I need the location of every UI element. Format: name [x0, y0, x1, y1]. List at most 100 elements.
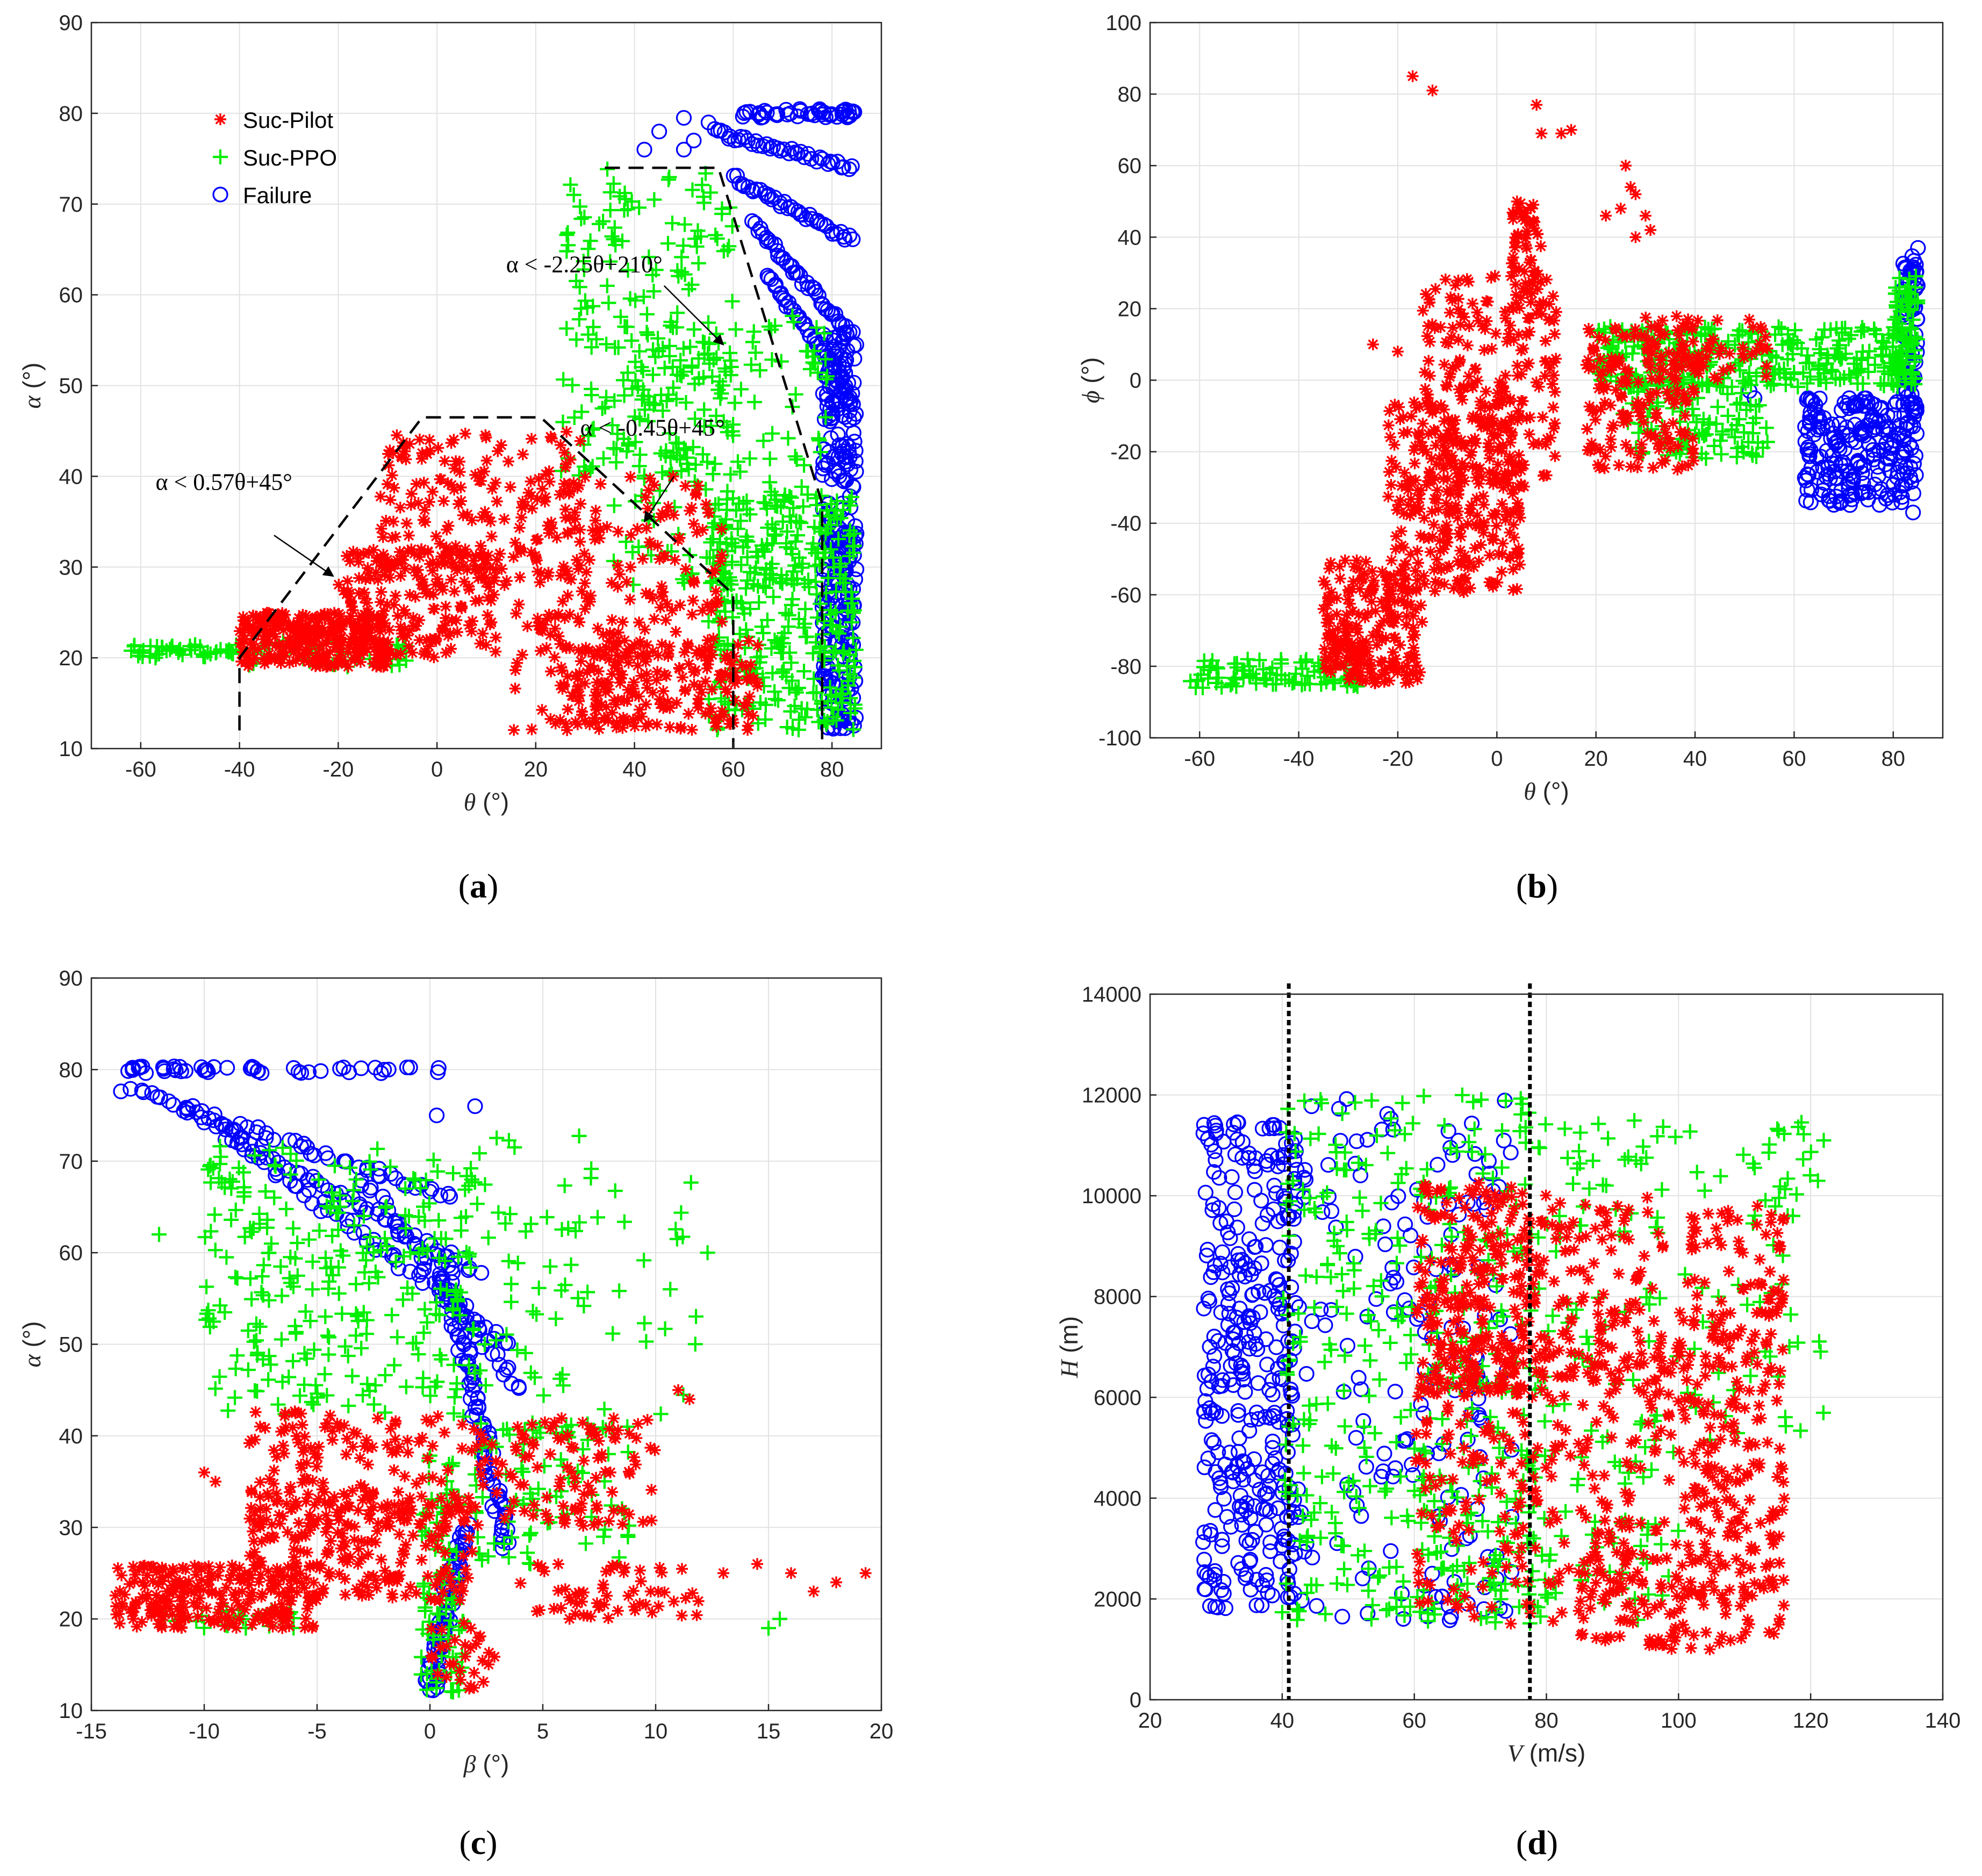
point-suc-pilot	[568, 477, 580, 489]
point-suc-ppo	[249, 1333, 264, 1348]
point-failure	[753, 110, 769, 126]
point-suc-ppo	[573, 301, 589, 317]
point-suc-ppo	[419, 1314, 435, 1330]
point-suc-pilot	[1457, 586, 1470, 598]
point-suc-pilot	[398, 604, 410, 616]
point-failure	[1855, 475, 1871, 492]
legend-marker-asterisk	[214, 113, 226, 125]
point-suc-ppo	[655, 465, 670, 480]
point-suc-ppo	[663, 318, 678, 333]
point-suc-pilot	[614, 568, 626, 580]
point-suc-pilot	[1485, 271, 1497, 284]
point-suc-ppo	[1873, 347, 1889, 363]
point-suc-pilot	[574, 523, 586, 536]
point-suc-pilot	[1581, 423, 1593, 435]
point-failure	[1804, 393, 1820, 409]
point-suc-ppo	[348, 1276, 364, 1292]
point-suc-pilot	[358, 586, 370, 599]
point-failure	[1813, 486, 1829, 502]
point-suc-pilot	[1409, 629, 1421, 641]
point-suc-pilot	[475, 540, 487, 552]
point-suc-pilot	[1360, 556, 1372, 568]
point-suc-ppo	[285, 1220, 301, 1236]
point-suc-pilot	[664, 721, 676, 734]
point-suc-pilot	[1583, 400, 1596, 413]
point-suc-pilot	[1628, 330, 1641, 343]
point-suc-pilot	[640, 491, 652, 504]
point-suc-ppo	[718, 512, 734, 527]
point-suc-pilot	[490, 477, 502, 489]
point-suc-ppo	[758, 711, 773, 727]
point-suc-pilot	[1391, 346, 1404, 358]
point-suc-ppo	[798, 601, 813, 617]
point-suc-pilot	[558, 447, 571, 459]
point-suc-pilot	[392, 557, 405, 570]
point-suc-ppo	[806, 671, 822, 687]
point-suc-pilot	[1455, 530, 1467, 543]
point-suc-pilot	[640, 587, 652, 600]
point-suc-pilot	[558, 612, 571, 624]
point-suc-ppo	[171, 643, 187, 658]
point-suc-ppo	[655, 403, 671, 419]
point-suc-pilot	[1362, 607, 1374, 620]
point-suc-pilot	[624, 561, 637, 573]
point-suc-pilot	[593, 532, 606, 544]
point-suc-ppo	[1698, 450, 1714, 466]
point-failure	[841, 161, 857, 177]
point-suc-ppo	[707, 456, 723, 472]
point-failure	[1902, 469, 1918, 485]
point-suc-pilot	[480, 639, 492, 651]
point-suc-pilot	[1344, 598, 1356, 610]
point-suc-pilot	[648, 479, 660, 491]
point-suc-pilot	[643, 484, 655, 497]
point-suc-pilot	[509, 664, 521, 676]
point-suc-pilot	[490, 645, 502, 658]
point-suc-pilot	[591, 676, 603, 688]
point-suc-pilot	[679, 684, 692, 696]
point-suc-ppo	[1900, 337, 1915, 353]
point-suc-pilot	[459, 427, 471, 440]
point-suc-pilot	[513, 522, 526, 534]
point-suc-ppo	[1861, 364, 1876, 379]
point-suc-ppo	[285, 1353, 301, 1369]
point-suc-pilot	[1449, 499, 1462, 512]
point-suc-ppo	[572, 279, 587, 295]
point-suc-pilot	[303, 646, 315, 659]
point-suc-pilot	[515, 511, 528, 523]
point-suc-pilot	[1520, 240, 1532, 252]
point-suc-pilot	[482, 549, 494, 562]
point-suc-pilot	[348, 621, 361, 634]
point-suc-pilot	[1431, 554, 1443, 566]
point-suc-pilot	[485, 530, 498, 543]
point-suc-pilot	[427, 602, 440, 615]
point-suc-ppo	[709, 231, 725, 246]
point-suc-ppo	[724, 554, 740, 570]
point-failure	[1905, 485, 1921, 501]
point-suc-pilot	[625, 529, 637, 541]
point-failure	[815, 297, 831, 313]
point-suc-pilot	[415, 543, 428, 555]
point-suc-pilot	[640, 698, 652, 710]
point-suc-pilot	[557, 564, 570, 576]
point-suc-pilot	[578, 548, 591, 560]
point-suc-ppo	[648, 262, 664, 278]
point-suc-ppo	[1735, 373, 1751, 389]
point-suc-pilot	[236, 638, 249, 650]
point-failure	[1905, 394, 1921, 411]
point-suc-ppo	[132, 645, 148, 660]
point-suc-pilot	[1467, 460, 1479, 472]
point-suc-pilot	[342, 646, 354, 658]
point-suc-pilot	[1395, 525, 1407, 537]
point-suc-pilot	[375, 491, 386, 502]
point-failure	[745, 183, 761, 199]
point-suc-pilot	[1461, 339, 1474, 351]
point-failure	[165, 1097, 182, 1113]
point-suc-pilot	[249, 610, 262, 623]
point-suc-pilot	[311, 632, 323, 644]
point-suc-ppo	[1803, 369, 1818, 384]
point-suc-pilot	[466, 514, 478, 527]
point-suc-pilot	[472, 572, 485, 584]
y-tick-label: 70	[59, 193, 83, 217]
point-suc-pilot	[408, 563, 420, 576]
